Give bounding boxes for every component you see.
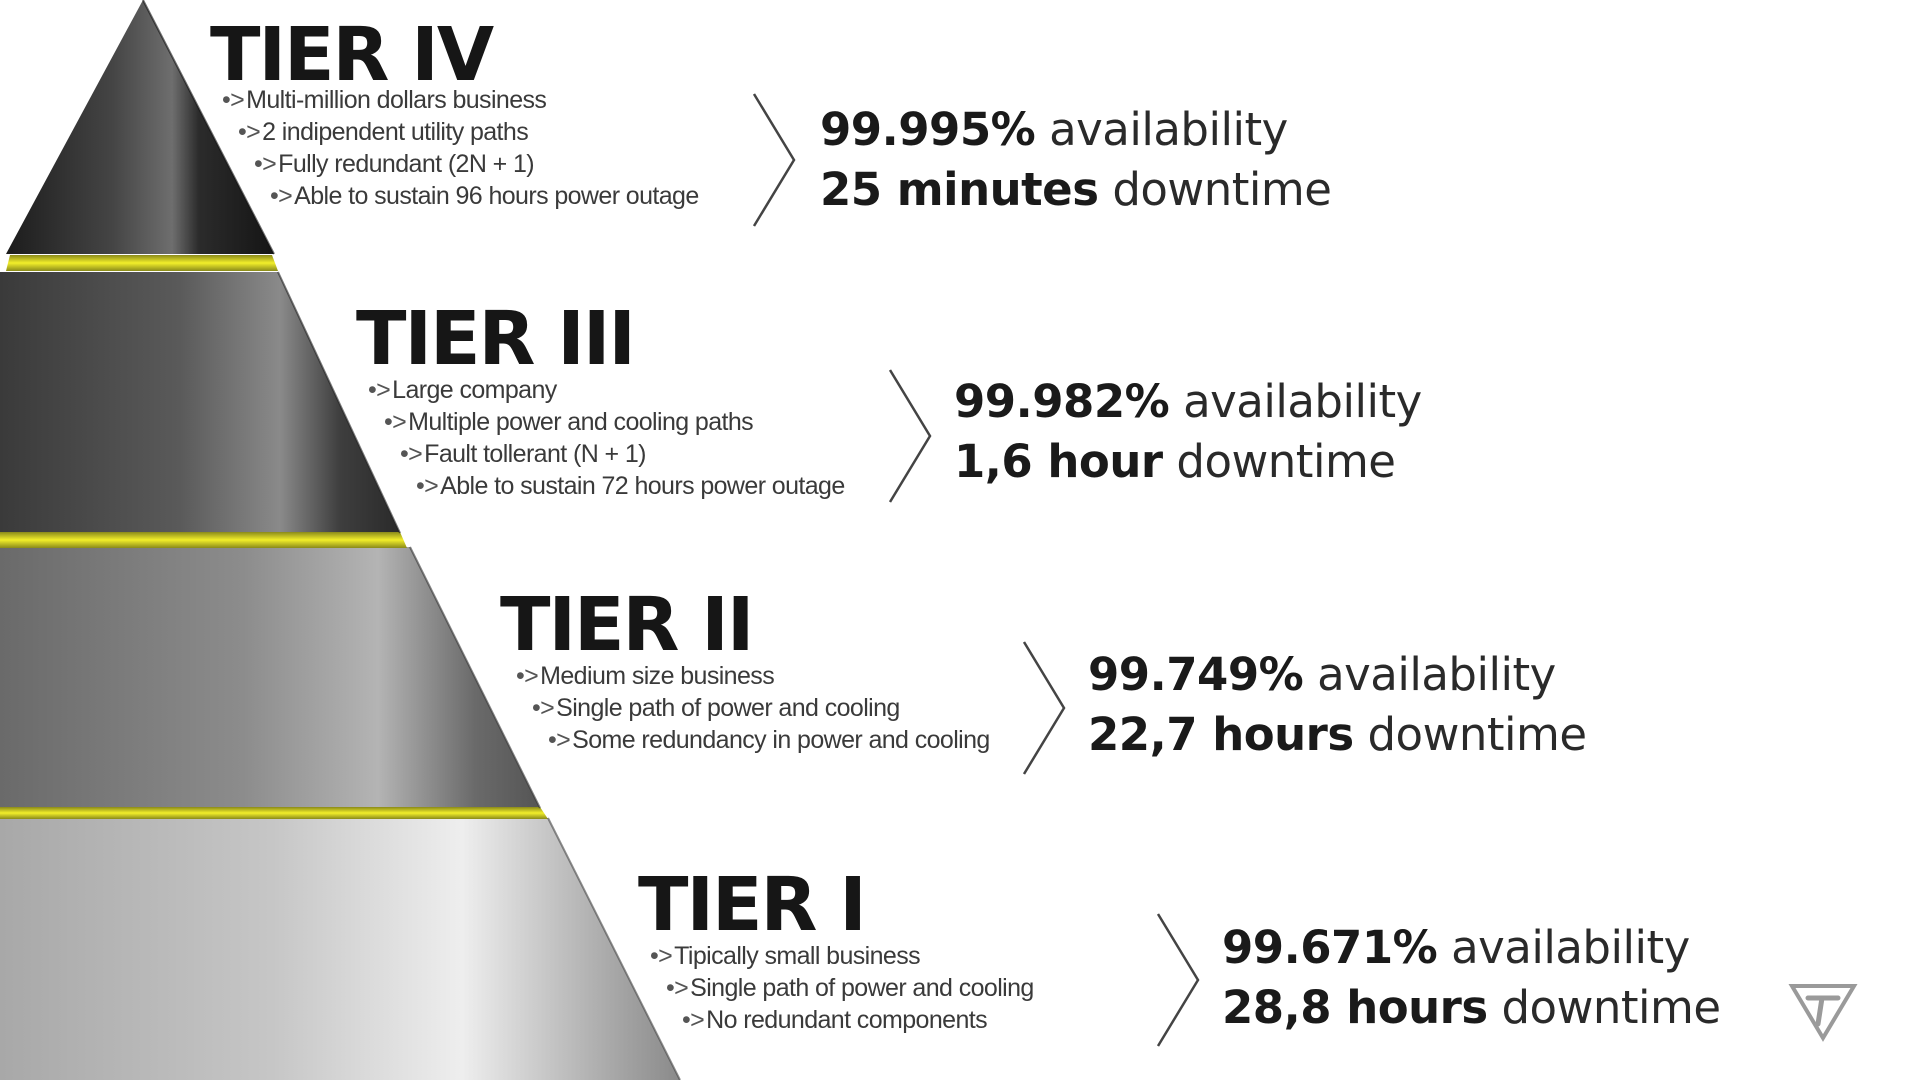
list-item: •>Able to sustain 72 hours power outage	[416, 472, 845, 500]
pyramid-segment-tier-3	[0, 272, 400, 533]
yellow-band-2	[0, 807, 548, 819]
tier-4-bullets: •>Multi-million dollars business •>2 ind…	[222, 84, 699, 212]
tier-4-title: TIER IV	[210, 12, 494, 98]
tier-2-stats: 99.749% availability 22,7 hours downtime	[1088, 648, 1587, 761]
tier-1-bullets: •>Tipically small business •>Single path…	[650, 940, 1034, 1036]
tier-4-stats: 99.995% availability 25 minutes downtime	[820, 103, 1332, 216]
list-item: •>Large company	[368, 376, 557, 404]
tier-3-title: TIER III	[356, 296, 636, 382]
tier-2-title: TIER II	[500, 582, 754, 668]
tier-2-bullets: •>Medium size business •>Single path of …	[516, 660, 990, 756]
list-item: •>Some redundancy in power and cooling	[548, 726, 990, 754]
tier-3-bullets: •>Large company •>Multiple power and coo…	[368, 374, 845, 502]
chevron-right-icon	[888, 369, 932, 503]
chevron-right-icon	[752, 93, 796, 227]
chevron-right-icon	[1022, 641, 1066, 775]
yellow-band-3	[0, 532, 407, 548]
list-item: •>No redundant components	[682, 1006, 988, 1034]
list-item: •>Multi-million dollars business	[222, 86, 547, 114]
pyramid-segment-tier-4	[6, 0, 274, 254]
list-item: •>2 indipendent utility paths	[238, 118, 529, 146]
tier-1-stats: 99.671% availability 28,8 hours downtime	[1222, 921, 1721, 1034]
pyramid-segment-tier-1	[0, 818, 680, 1080]
triangle-t-logo-icon	[1788, 984, 1858, 1042]
list-item: •>Single path of power and cooling	[666, 974, 1034, 1002]
list-item: •>Able to sustain 96 hours power outage	[270, 182, 699, 210]
pyramid-segment-tier-2	[0, 547, 540, 808]
list-item: •>Fully redundant (2N + 1)	[254, 150, 535, 178]
list-item: •>Medium size business	[516, 662, 775, 690]
list-item: •>Single path of power and cooling	[532, 694, 900, 722]
list-item: •>Fault tollerant (N + 1)	[400, 440, 646, 468]
yellow-band-4	[6, 255, 278, 271]
tier-1-title: TIER I	[638, 862, 867, 948]
tier-3-stats: 99.982% availability 1,6 hour downtime	[954, 375, 1422, 488]
list-item: •>Tipically small business	[650, 942, 921, 970]
list-item: •>Multiple power and cooling paths	[384, 408, 754, 436]
chevron-right-icon	[1156, 913, 1200, 1047]
